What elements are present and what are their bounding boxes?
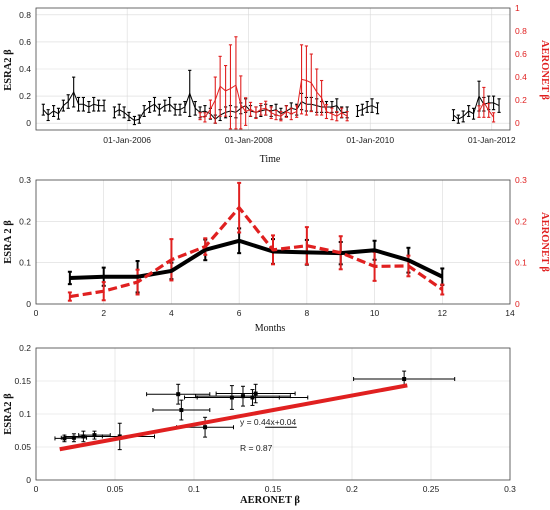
panel-2-x-tick-label: 4 xyxy=(169,308,174,318)
panel-1-x-tick-label: 01-Jan-2010 xyxy=(346,135,394,145)
panel-1-y-right-tick-label: 1 xyxy=(515,3,520,13)
panel-1-y-tick-label: 0 xyxy=(26,118,31,128)
panel-2-x-tick-label: 2 xyxy=(101,308,106,318)
panel-1-series-1-line xyxy=(478,101,495,118)
panel-3-x-axis-label: AERONET β xyxy=(240,495,300,506)
panel-3-point-3-marker xyxy=(92,433,97,438)
panel-3-plot-area xyxy=(35,347,511,481)
panel-3-x-tick-label: 0 xyxy=(34,484,39,494)
panel-1-x-tick-label: 01-Jan-2006 xyxy=(103,135,151,145)
panel-3-x-tick-label: 0.05 xyxy=(107,484,124,494)
panel-1-y-tick-label: 0.2 xyxy=(19,91,31,101)
fit-equation-annotation: y = 0.44x+0.04 xyxy=(240,417,297,427)
panel-2-series-1-line xyxy=(69,206,444,299)
panel-2-x-tick-label: 14 xyxy=(505,308,515,318)
panel-3-x-tick-label: 0.2 xyxy=(346,484,358,494)
panel-1-plot-area xyxy=(35,7,511,131)
panel-3-point-12-marker xyxy=(402,377,407,382)
panel-2-y-tick-label: 0.1 xyxy=(19,258,31,268)
correlation-annotation: R = 0.87 xyxy=(240,443,273,453)
panel-2-x-tick-label: 0 xyxy=(34,308,39,318)
panel-1-y-axis-label: ESRA2 β xyxy=(3,49,14,91)
panel-1-series-0-line xyxy=(453,94,500,120)
panel-3-y-tick-label: 0.2 xyxy=(19,343,31,353)
panel-3-point-6-marker xyxy=(179,408,184,413)
panel-2-x-tick-label: 12 xyxy=(438,308,448,318)
panel-2-x-axis-label: Months xyxy=(255,323,286,334)
panel-1-y-tick-label: 0.6 xyxy=(19,37,31,47)
panel-3-y-tick-label: 0.05 xyxy=(14,442,31,452)
panel-3-point-11-marker xyxy=(253,391,258,396)
panel-3-y-tick-label: 0.1 xyxy=(19,409,31,419)
panel-2-y-axis-label: ESRA 2 β xyxy=(3,220,14,264)
panel-1-y-right-tick-label: 0.8 xyxy=(515,26,527,36)
panel-2-plot-area xyxy=(35,179,511,305)
panel-3-point-7-marker xyxy=(203,425,208,430)
panel-1-y-right-tick-label: 0.2 xyxy=(515,95,527,105)
panel-2-y-tick-label: 0.2 xyxy=(19,216,31,226)
panel-1-x-tick-label: 01-Jan-2012 xyxy=(468,135,516,145)
panel-2-y-tick-label: 0.3 xyxy=(19,175,31,185)
panel-1-time-series: 0 0.2 0.4 0.6 0.8 0 0.2 0.4 0.6 0.8 1 01-Jan-2006… xyxy=(3,3,550,165)
panel-2-series-0-line xyxy=(69,238,444,280)
panel-2-y-right-tick-label: 0.2 xyxy=(515,216,527,226)
panel-1-y-right-tick-label: 0 xyxy=(515,118,520,128)
panel-2-y-right-tick-label: 0.1 xyxy=(515,258,527,268)
panel-2-x-tick-label: 6 xyxy=(237,308,242,318)
panel-2-y-right-tick-label: 0.3 xyxy=(515,175,527,185)
panel-2-y-axis-right-label: AERONET β xyxy=(539,212,550,272)
panel-3-x-tick-label: 0.3 xyxy=(504,484,516,494)
panel-3-x-tick-label: 0.15 xyxy=(265,484,282,494)
panel-1-y-tick-label: 0.4 xyxy=(19,64,31,74)
panel-2-y-right-tick-label: 0 xyxy=(515,299,520,309)
panel-1-y-right-tick-label: 0.4 xyxy=(515,72,527,82)
panel-3-y-tick-label: 0 xyxy=(26,475,31,485)
panel-1-y-tick-label: 0.8 xyxy=(19,10,31,20)
panel-1-x-axis-label: Time xyxy=(260,154,281,165)
panel-3-fit-line xyxy=(59,383,408,452)
panel-3-point-9-marker xyxy=(240,394,245,399)
panel-3-point-10-marker xyxy=(250,395,255,400)
panel-3-x-tick-label: 0.25 xyxy=(423,484,440,494)
panel-1-y-right-tick-label: 0.6 xyxy=(515,49,527,59)
panel-3-x-tick-label: 0.1 xyxy=(188,484,200,494)
panel-3-scatter: 0 0.05 0.1 0.15 0.2 0 0.05 0.1 0.15 0.2 0.25 0.3 y… xyxy=(3,343,516,506)
panel-3-point-5-marker xyxy=(176,392,181,397)
panel-2-x-tick-label: 8 xyxy=(304,308,309,318)
panel-3-point-2-marker xyxy=(81,434,86,439)
panel-1-x-tick-label: 01-Jan-2008 xyxy=(225,135,273,145)
panel-2-x-tick-label: 10 xyxy=(370,308,380,318)
panel-2-y-tick-label: 0 xyxy=(26,299,31,309)
panel-1-series-0-line xyxy=(42,90,105,116)
panel-1-series-0-line xyxy=(357,105,378,112)
panel-3-point-1-marker xyxy=(71,435,76,440)
panel-3-y-axis-label: ESRA2 β xyxy=(3,393,14,435)
panel-3-y-tick-label: 0.15 xyxy=(14,376,31,386)
panel-1-series-1-line xyxy=(199,78,348,118)
panel-2-monthly: 0 0.1 0.2 0.3 0 0.1 0.2 0.3 0 2 4 6 8 10 12 14 Months… xyxy=(3,175,550,334)
panel-1-y-axis-right-label: AERONET β xyxy=(539,40,550,100)
